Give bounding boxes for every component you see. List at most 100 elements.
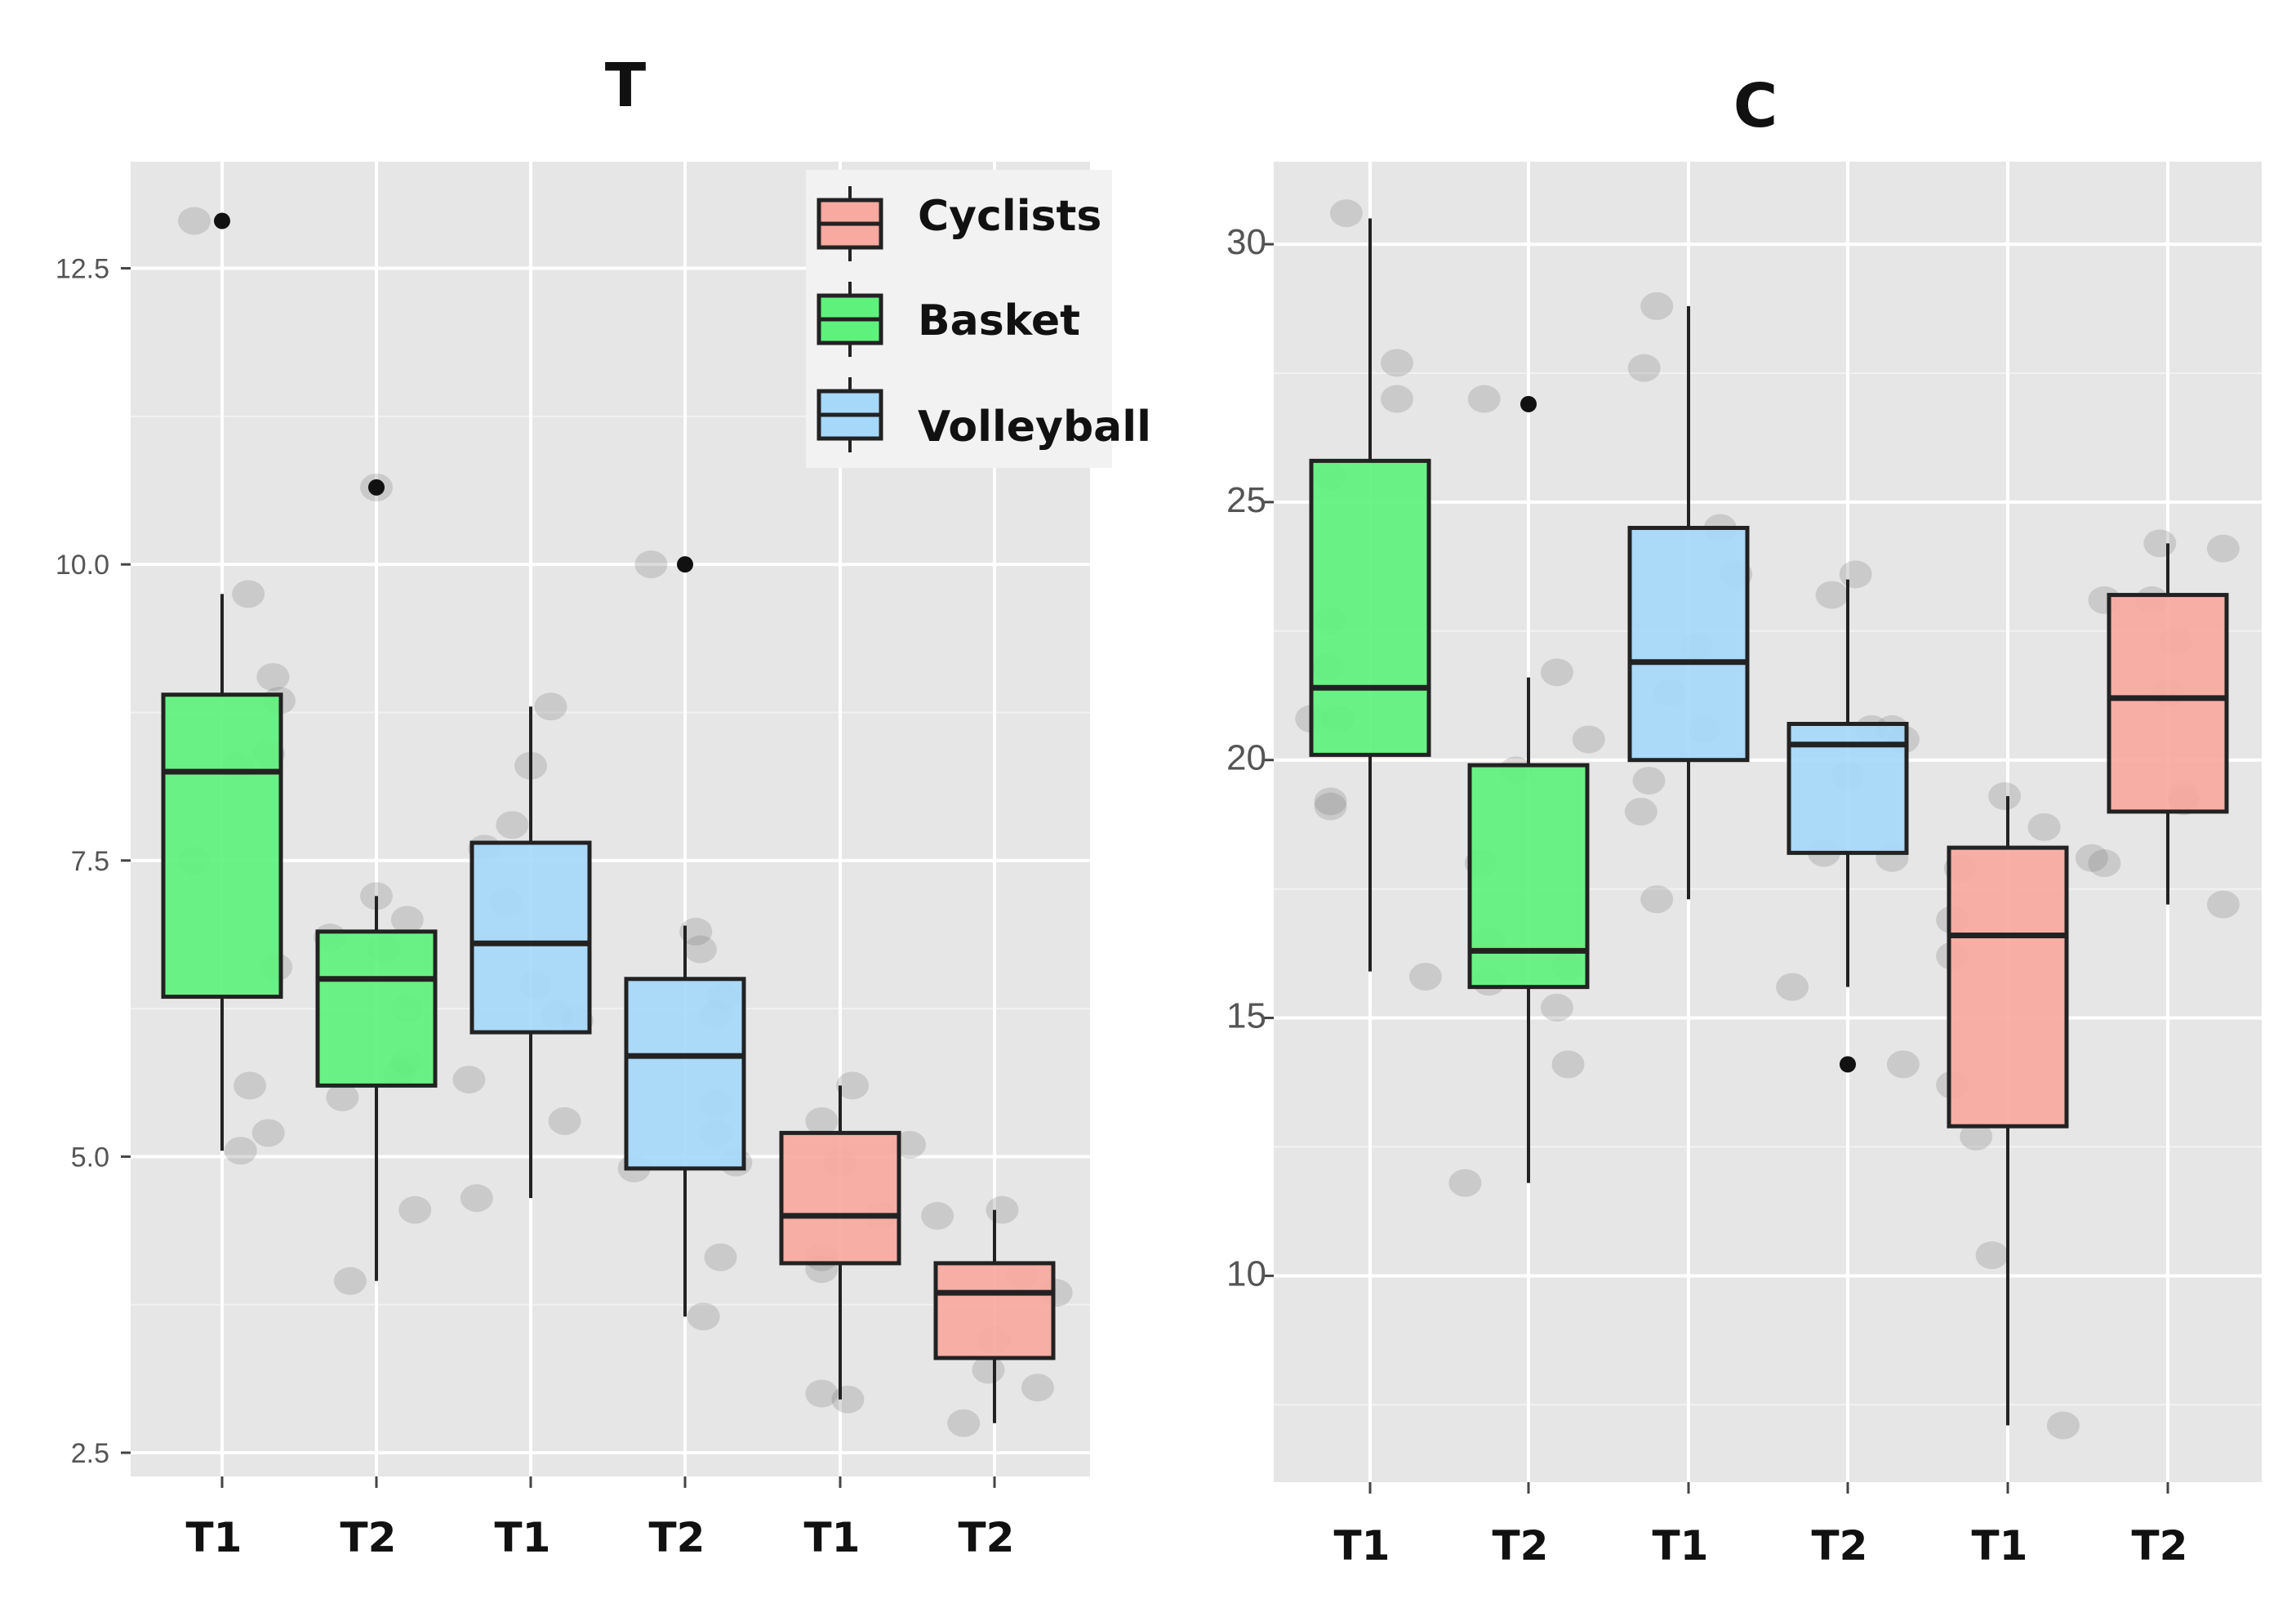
data-point <box>1975 1241 2009 1270</box>
legend-key-cyclists <box>817 186 883 261</box>
data-point <box>1960 1122 1993 1151</box>
chart-title-t: T <box>605 51 647 121</box>
box-cyclists-t1 <box>1947 795 2069 1426</box>
y-tick-label: 12.5 <box>56 254 109 285</box>
box-cyclists-t2 <box>2107 543 2229 905</box>
outlier-point <box>368 479 385 496</box>
data-point <box>1314 792 1347 821</box>
outlier-point <box>677 556 693 573</box>
data-point <box>1380 385 1413 413</box>
boxes-t <box>161 212 1056 1423</box>
box-basket-t1 <box>1309 218 1431 972</box>
data-point <box>460 1184 493 1213</box>
data-point <box>1627 354 1661 382</box>
data-point <box>2075 844 2108 872</box>
data-point <box>1540 993 1573 1022</box>
iqr-box <box>1309 458 1431 757</box>
data-point <box>1640 885 1674 914</box>
iqr-box <box>161 692 283 1000</box>
iqr-box <box>933 1261 1056 1360</box>
data-point <box>1640 292 1674 320</box>
data-point <box>232 580 265 608</box>
data-point <box>2206 534 2240 563</box>
x-tick-label: T2 <box>959 1514 1015 1561</box>
plot-panel-c <box>1274 162 2262 1482</box>
data-point <box>326 1083 359 1111</box>
data-point <box>2046 1411 2080 1440</box>
data-point <box>634 550 668 579</box>
outlier-point <box>1520 395 1537 412</box>
data-point <box>1988 781 2022 810</box>
legend-label-basket: Basket <box>918 296 1080 345</box>
legend-key-basket <box>817 282 883 357</box>
iqr-box <box>315 929 438 1088</box>
data-point <box>496 811 529 839</box>
x-tick-label: T1 <box>186 1514 243 1561</box>
data-point <box>452 1066 486 1094</box>
iqr-box <box>1627 525 1750 763</box>
data-point <box>1624 797 1657 826</box>
data-point <box>390 906 424 934</box>
y-tick-label: 10 <box>1226 1253 1266 1294</box>
outlier-point <box>1840 1056 1856 1073</box>
box-basket-t2 <box>1467 395 1590 1183</box>
data-point <box>921 1201 954 1230</box>
data-point <box>251 1119 285 1147</box>
legend: Cyclists Basket Volleyball <box>806 170 1151 468</box>
iqr-box <box>624 977 746 1171</box>
data-point <box>1839 560 1872 589</box>
iqr-box <box>779 1130 901 1266</box>
data-point <box>831 1385 865 1414</box>
y-tick-label: 2.5 <box>71 1438 109 1469</box>
chart-title-c: C <box>1733 71 1778 141</box>
legend-label-volleyball: Volleyball <box>918 403 1151 452</box>
data-point <box>2143 529 2177 558</box>
data-point <box>333 1267 367 1295</box>
box-cyclists-t2 <box>933 1209 1056 1423</box>
y-tick-label: 5.0 <box>71 1142 109 1173</box>
data-point <box>534 692 567 721</box>
iqr-box <box>469 840 592 1035</box>
iqr-box <box>2107 593 2229 814</box>
x-axis-t: T1 T2 T1 T2 T1 T2 <box>186 1476 1015 1561</box>
data-point <box>1329 199 1363 228</box>
outlier-point <box>214 212 230 229</box>
data-point <box>234 1071 267 1100</box>
x-tick-label: T1 <box>1972 1522 2028 1570</box>
x-tick-label: T1 <box>1653 1522 1709 1570</box>
data-point <box>1551 1050 1585 1079</box>
x-tick-label: T2 <box>340 1514 397 1561</box>
box-volleyball-t1 <box>469 706 592 1199</box>
data-point <box>1408 962 1442 991</box>
x-tick-label: T2 <box>1493 1522 1549 1570</box>
data-point <box>256 662 290 691</box>
box-cyclists-t1 <box>779 1085 901 1400</box>
x-tick-label: T1 <box>804 1514 861 1561</box>
data-point <box>1467 385 1501 413</box>
data-point <box>2088 849 2121 878</box>
y-tick-label: 15 <box>1226 996 1266 1036</box>
data-point <box>1380 349 1413 377</box>
data-point <box>1540 658 1573 687</box>
y-tick-label: 20 <box>1226 738 1266 778</box>
box-basket-t2 <box>315 479 438 1281</box>
box-volleyball-t2 <box>1787 579 1909 1073</box>
data-point <box>704 1243 737 1271</box>
x-tick-label: T2 <box>1812 1522 1868 1570</box>
x-tick-label: T1 <box>495 1514 551 1561</box>
data-point <box>2206 890 2240 919</box>
data-point <box>687 1302 720 1331</box>
box-basket-t1 <box>161 212 283 1151</box>
y-axis-t: 2.5 5.0 7.5 10.0 12.5 <box>56 254 131 1469</box>
data-point <box>224 1137 257 1165</box>
x-axis-c: T1 T2 T1 T2 T1 T2 <box>1334 1482 2187 1570</box>
x-tick-label: T2 <box>649 1514 705 1561</box>
x-tick-label: T1 <box>1334 1522 1391 1570</box>
iqr-box <box>1947 845 2069 1129</box>
data-point <box>1776 973 1809 1001</box>
box-volleyball-t2 <box>624 556 746 1317</box>
data-point <box>1314 787 1347 816</box>
data-point <box>1886 1050 1920 1079</box>
y-tick-label: 25 <box>1226 480 1266 520</box>
